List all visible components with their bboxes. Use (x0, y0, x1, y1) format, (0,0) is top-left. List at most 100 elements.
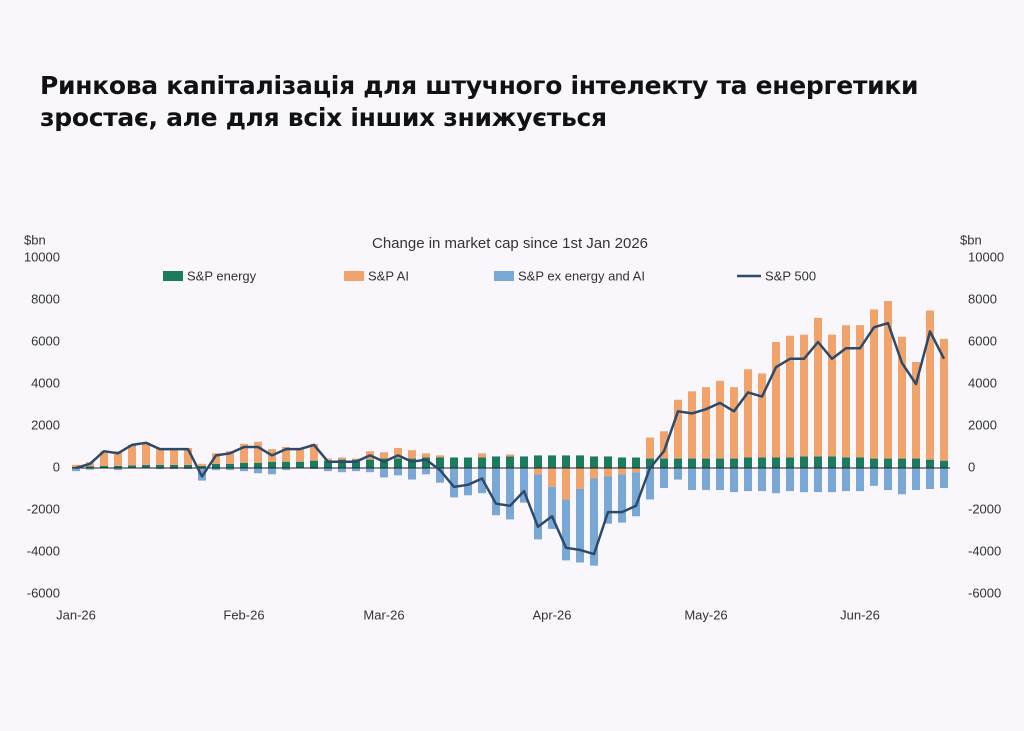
bar (506, 468, 514, 520)
bar (870, 468, 878, 486)
bar (912, 361, 920, 459)
bar (100, 465, 108, 468)
bar (254, 462, 262, 468)
bar (212, 463, 220, 468)
bar (156, 468, 164, 470)
bar (450, 457, 458, 468)
x-tick-label: May-26 (684, 607, 727, 622)
legend-label: S&P AI (368, 268, 409, 283)
bar (142, 464, 150, 468)
bar (408, 468, 416, 480)
bar (492, 468, 500, 516)
bar (310, 468, 318, 470)
bar (296, 449, 304, 462)
bar (198, 463, 206, 466)
bar (856, 457, 864, 468)
bar (548, 486, 556, 529)
bar (660, 431, 668, 459)
bar (282, 468, 290, 471)
bar (562, 455, 570, 468)
bar (86, 468, 94, 470)
y2-tick-label: -6000 (968, 585, 1001, 600)
bar (394, 448, 402, 459)
bar (828, 334, 836, 457)
y-tick-label: 8000 (31, 291, 60, 306)
bar (338, 468, 346, 473)
y-tick-label: 2000 (31, 417, 60, 432)
bar (156, 464, 164, 468)
bar (618, 468, 626, 475)
x-tick-label: Jan-26 (56, 607, 96, 622)
bar (240, 443, 248, 463)
bar (646, 468, 654, 500)
bar (72, 468, 80, 472)
bar (898, 468, 906, 495)
bar (394, 458, 402, 468)
bar (72, 464, 80, 467)
bar (394, 468, 402, 476)
bar (534, 474, 542, 540)
bar (632, 472, 640, 517)
bar (702, 387, 710, 459)
bar (618, 474, 626, 523)
bar (632, 468, 640, 473)
bar (786, 457, 794, 468)
bar (548, 468, 556, 487)
bar (534, 468, 542, 475)
bar (184, 448, 192, 465)
bar (352, 458, 360, 460)
bar (464, 468, 472, 496)
y-tick-label: -4000 (27, 543, 60, 558)
bar (772, 457, 780, 468)
bar (282, 447, 290, 462)
bar (814, 468, 822, 493)
bar (940, 468, 948, 488)
bar (296, 461, 304, 468)
bar (268, 461, 276, 468)
bar (856, 468, 864, 492)
bar (436, 457, 444, 468)
bar (814, 317, 822, 457)
bar (688, 468, 696, 491)
bar (758, 457, 766, 468)
bar (674, 399, 682, 459)
bar (226, 468, 234, 471)
bar (842, 468, 850, 492)
bar (576, 468, 584, 489)
bar (380, 458, 388, 468)
bar (380, 468, 388, 478)
bar (940, 460, 948, 468)
legend-label: S&P 500 (765, 268, 816, 283)
bar (366, 468, 374, 473)
y2-tick-label: 2000 (968, 417, 997, 432)
bar (408, 458, 416, 468)
bar (156, 448, 164, 465)
bar (926, 310, 934, 460)
bar (240, 462, 248, 468)
bar (86, 466, 94, 468)
bar (352, 459, 360, 468)
x-tick-label: Mar-26 (363, 607, 404, 622)
bar (408, 450, 416, 459)
x-tick-label: Jun-26 (840, 607, 880, 622)
bar (758, 468, 766, 492)
bar (198, 465, 206, 468)
y2-tick-label: -4000 (968, 543, 1001, 558)
bar (604, 456, 612, 468)
y-tick-label: 0 (53, 459, 60, 474)
y-tick-label: 10000 (24, 249, 60, 264)
bar (716, 468, 724, 491)
legend-label: S&P energy (187, 268, 257, 283)
bar (212, 468, 220, 471)
bar (716, 458, 724, 468)
bar (282, 461, 290, 468)
bar (828, 468, 836, 493)
bar (254, 441, 262, 463)
bar (324, 468, 332, 472)
y-tick-label: -2000 (27, 501, 60, 516)
bar (478, 453, 486, 458)
y2-tick-label: 4000 (968, 375, 997, 390)
bar (660, 468, 668, 488)
